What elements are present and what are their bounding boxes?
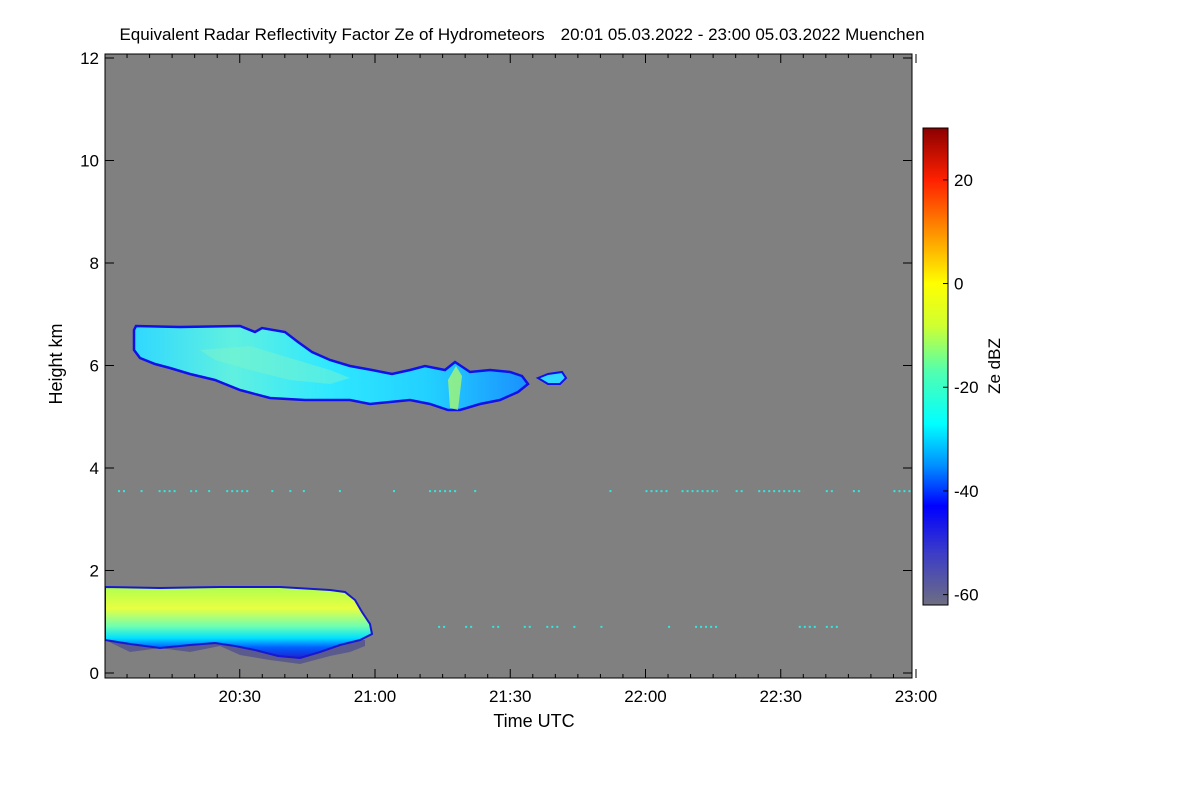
x-tick-label: 21:00 xyxy=(354,687,397,706)
upper-cloud-bright-streak xyxy=(448,366,462,410)
x-axis-label: Time UTC xyxy=(493,711,574,731)
y-axis: 0 2 4 6 8 10 12 xyxy=(80,49,912,683)
colorbar xyxy=(922,127,949,606)
chart-title: Equivalent Radar Reflectivity Factor Ze … xyxy=(119,25,924,44)
colorbar-tick-label: -20 xyxy=(954,378,979,397)
colorbar-tick-label: 20 xyxy=(954,171,973,190)
y-tick-label: 6 xyxy=(90,357,99,376)
upper-cloud-layer xyxy=(132,324,530,412)
low-precipitation-layer xyxy=(105,585,374,660)
x-tick-label: 23:00 xyxy=(895,687,938,706)
colorbar-tick-label: -40 xyxy=(954,482,979,501)
y-tick-label: 10 xyxy=(80,152,99,171)
upper-cloud-bright-core xyxy=(200,346,350,384)
y-tick-label: 12 xyxy=(80,49,99,68)
x-tick-label: 21:30 xyxy=(489,687,532,706)
y-tick-label: 0 xyxy=(90,664,99,683)
colorbar-tick-label: 0 xyxy=(954,275,963,294)
y-tick-label: 2 xyxy=(90,562,99,581)
colorbar-label: Ze dBZ xyxy=(985,338,1004,394)
x-tick-label: 22:00 xyxy=(624,687,667,706)
echo-layers xyxy=(105,324,568,664)
x-axis: 20:30 21:00 21:30 22:00 22:30 23:00 xyxy=(126,54,938,706)
y-tick-label: 8 xyxy=(90,254,99,273)
y-tick-label: 4 xyxy=(90,459,99,478)
colorbar-tick-label: -60 xyxy=(954,586,979,605)
x-tick-label: 20:30 xyxy=(218,687,261,706)
colorbar-ticks: 20 0 -20 -40 -60 xyxy=(943,171,979,605)
y-axis-label: Height km xyxy=(46,323,66,404)
upper-cloud-fragments xyxy=(535,370,568,385)
x-tick-label: 22:30 xyxy=(759,687,802,706)
